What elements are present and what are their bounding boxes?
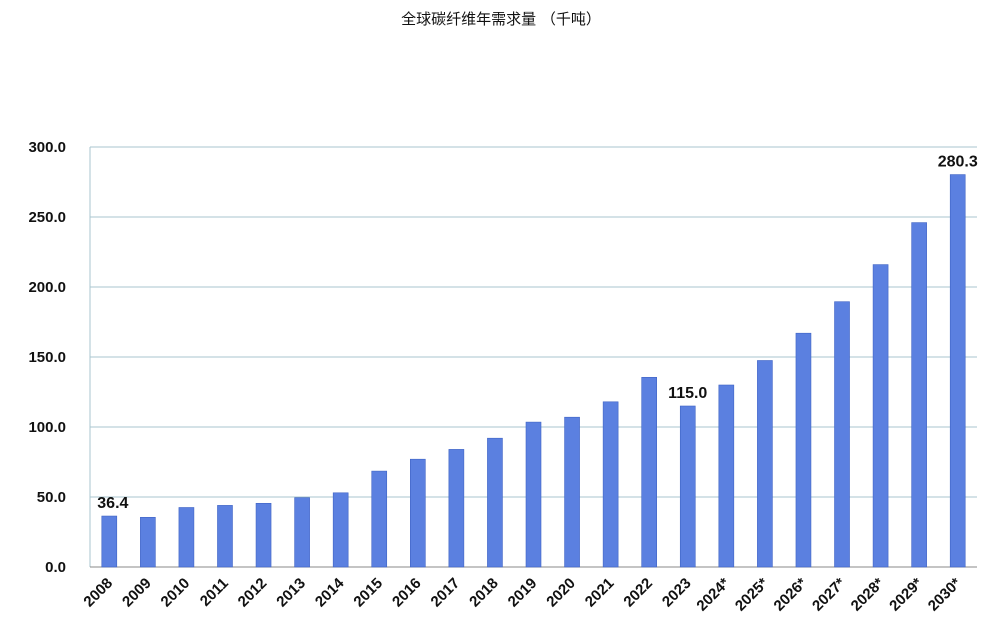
- bar-2011: [217, 505, 233, 568]
- chart-title: 全球碳纤维年需求量 （千吨）: [401, 10, 601, 28]
- x-tick-label: 2013: [273, 575, 309, 611]
- x-tick-label: 2011: [197, 575, 232, 610]
- x-tick-label: 2027*: [809, 575, 849, 615]
- y-tick-label: 150.0: [28, 349, 66, 366]
- x-tick-label: 2030*: [925, 575, 965, 615]
- x-tick-label: 2029*: [886, 575, 926, 615]
- bar-2014: [332, 492, 349, 568]
- bar-2017: [448, 449, 465, 568]
- bar-2016: [410, 458, 426, 568]
- y-tick-label: 300.0: [28, 139, 66, 156]
- bar-2028-forecast: [872, 264, 889, 568]
- bar-2012: [255, 502, 272, 568]
- data-label: 280.3: [938, 154, 978, 171]
- bar-2008: [101, 515, 118, 568]
- x-tick-label: 2018: [466, 575, 502, 611]
- bar-2009: [140, 516, 156, 568]
- bar-2018: [487, 437, 503, 568]
- bar-2015: [371, 470, 388, 568]
- y-tick-label: 250.0: [28, 209, 66, 226]
- x-tick-label: 2017: [428, 575, 464, 611]
- x-tick-label: 2016: [389, 575, 425, 611]
- x-tick-label: 2025*: [732, 575, 772, 615]
- bar-2021: [602, 401, 619, 568]
- x-tick-label: 2022: [620, 575, 656, 611]
- y-tick-label: 200.0: [28, 279, 66, 296]
- y-tick-label: 100.0: [28, 419, 66, 436]
- y-tick-label: 50.0: [37, 489, 66, 506]
- x-tick-label: 2019: [505, 575, 541, 611]
- y-tick-label: 0.0: [45, 559, 66, 576]
- bar-2025-forecast: [757, 360, 773, 568]
- data-label: 115.0: [668, 385, 707, 402]
- bars: [101, 174, 966, 568]
- x-tick-label: 2012: [235, 575, 271, 611]
- x-tick-label: 2026*: [771, 575, 811, 615]
- x-tick-label: 2010: [158, 575, 194, 611]
- x-tick-label: 2021: [582, 575, 618, 611]
- bar-2013: [294, 497, 310, 568]
- bar-2024-forecast: [718, 384, 735, 568]
- x-tick-label: 2008: [80, 575, 116, 611]
- bar-2019: [525, 421, 542, 568]
- x-tick-label: 2015: [350, 575, 386, 611]
- data-label: 36.4: [97, 495, 128, 512]
- bar-2030-forecast: [949, 174, 966, 568]
- x-tick-label: 2014: [312, 574, 348, 610]
- bar-2022: [641, 376, 657, 568]
- x-tick-label: 2024*: [693, 575, 733, 615]
- bar-2029-forecast: [911, 222, 927, 568]
- bar-2027-forecast: [834, 301, 850, 568]
- x-tick-label: 2009: [119, 575, 155, 611]
- x-tick-label: 2028*: [848, 575, 888, 615]
- bar-2023: [679, 405, 696, 568]
- x-tick-label: 2020: [543, 575, 579, 611]
- bar-2010: [178, 507, 195, 568]
- bar-2020: [564, 416, 580, 568]
- axes: 0.0 50.0 100.0 150.0 200.0 250.0 300.0: [28, 139, 977, 576]
- bar-2026-forecast: [795, 332, 812, 568]
- x-tick-label: 2023: [659, 575, 695, 611]
